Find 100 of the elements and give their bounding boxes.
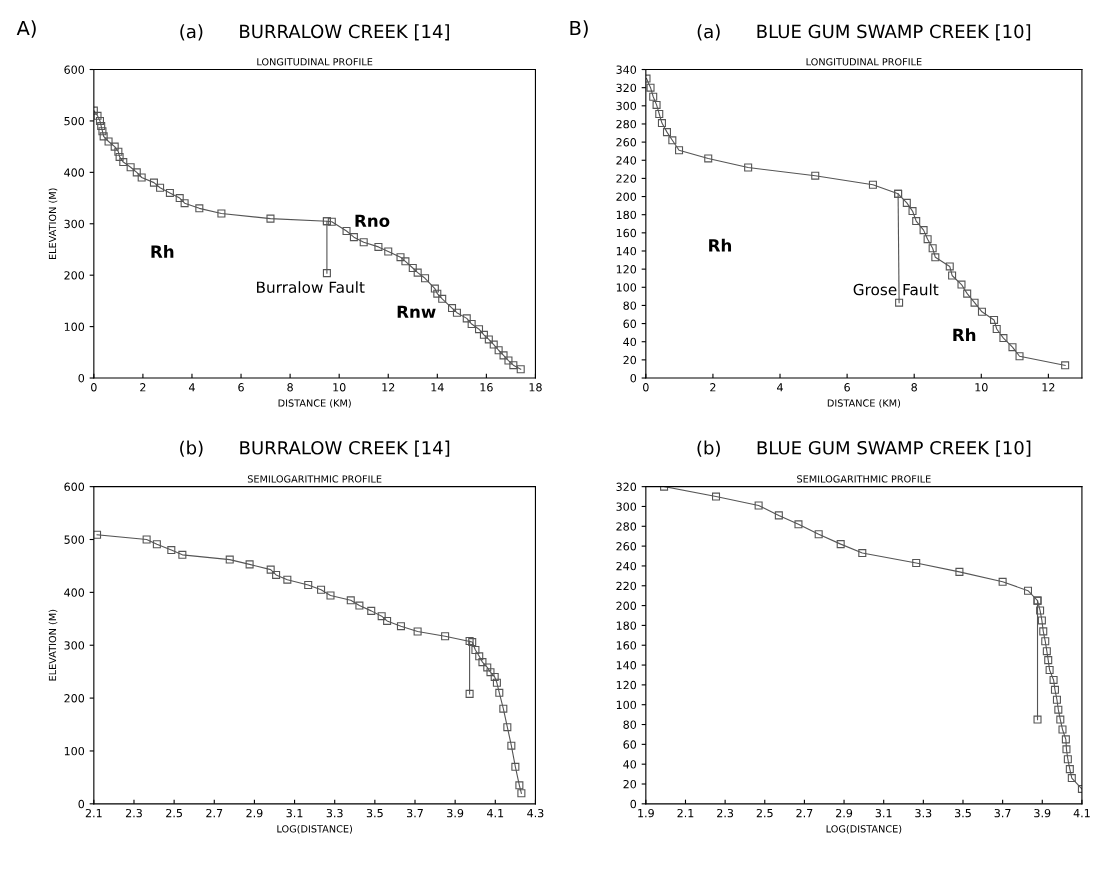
y-tick-label: 120	[616, 680, 637, 690]
x-tick-label: 2	[710, 383, 716, 392]
y-tick-label: 320	[616, 83, 637, 93]
y-tick-label: 600	[64, 482, 85, 492]
x-axis-title: LOG(DISTANCE)	[277, 825, 352, 834]
y-tick-label: 100	[64, 746, 85, 756]
x-tick-label: 6	[844, 383, 850, 392]
x-tick-label: 6	[238, 383, 244, 392]
y-tick-label: 400	[64, 588, 85, 597]
y-tick-label: 200	[616, 601, 637, 610]
x-tick-label: 2.3	[125, 808, 142, 818]
y-tick-label: 200	[64, 271, 85, 280]
y-tick-label: 60	[623, 319, 637, 328]
y-tick-label: 260	[616, 138, 637, 147]
y-tick-label: 600	[64, 65, 85, 74]
x-tick-label: 3.3	[915, 808, 932, 818]
x-tick-label: 12	[382, 383, 395, 392]
chart-subtitle: LONGITUDINAL PROFILE	[257, 58, 373, 66]
y-tick-label: 20	[623, 779, 637, 789]
chart-title: (b) BLUE GUM SWAMP CREEK [10]	[697, 440, 1031, 457]
y-tick-label: 160	[616, 228, 637, 238]
x-tick-label: 0	[643, 383, 649, 392]
y-tick-label: 240	[616, 156, 637, 165]
y-tick-label: 20	[623, 355, 637, 365]
y-tick-label: 260	[616, 542, 637, 551]
chart-title: (b) BURRALOW CREEK [14]	[180, 440, 450, 457]
y-tick-label: 180	[616, 621, 637, 630]
chart-subtitle: LONGITUDINAL PROFILE	[806, 58, 922, 66]
y-tick-label: 40	[623, 337, 637, 347]
annotation: Rh	[151, 245, 174, 258]
x-tick-label: 4.1	[487, 809, 504, 818]
y-tick-label: 300	[616, 101, 637, 111]
y-tick-label: 340	[616, 65, 637, 74]
y-axis-title: ELEVATION (M)	[48, 609, 58, 681]
x-tick-label: 2.5	[166, 808, 182, 818]
x-tick-label: 4.3	[527, 808, 544, 818]
x-tick-label: 12	[1042, 383, 1055, 392]
x-tick-label: 2.1	[85, 808, 102, 818]
y-tick-label: 200	[616, 192, 637, 201]
x-tick-label: 14	[431, 383, 444, 392]
x-tick-label: 3.5	[366, 808, 383, 818]
annotation: Grose Fault	[853, 283, 939, 296]
y-tick-label: 240	[616, 561, 637, 571]
annotation: Rnw	[397, 305, 436, 318]
x-tick-label: 2.7	[206, 808, 223, 818]
y-tick-label: 120	[616, 265, 637, 274]
x-tick-label: 2.1	[677, 808, 694, 818]
y-tick-label: 0	[630, 799, 637, 809]
x-tick-label: 3.9	[1034, 808, 1051, 818]
y-tick-label: 500	[64, 116, 85, 126]
y-tick-label: 40	[623, 760, 637, 769]
x-tick-label: 3.7	[407, 808, 423, 818]
y-tick-label: 300	[64, 641, 85, 650]
y-tick-label: 300	[616, 502, 637, 511]
chart-title: (a) BLUE GUM SWAMP CREEK [10]	[697, 24, 1031, 41]
y-tick-label: 400	[64, 168, 85, 177]
annotation: Rno	[355, 214, 390, 228]
y-tick-label: 220	[616, 581, 637, 591]
y-tick-label: 280	[616, 522, 637, 531]
x-tick-label: 1.9	[638, 808, 654, 818]
y-tick-label: 80	[623, 301, 637, 310]
x-tick-label: 2.3	[717, 808, 734, 818]
x-axis-title: DISTANCE (KM)	[278, 399, 351, 408]
x-tick-label: 16	[480, 383, 493, 392]
y-tick-label: 0	[78, 799, 85, 809]
x-axis-title: LOG(DISTANCE)	[826, 825, 902, 834]
y-tick-label: 300	[64, 219, 85, 229]
y-tick-label: 200	[64, 694, 85, 703]
chart-title: (a) BURRALOW CREEK [14]	[180, 24, 449, 41]
x-tick-label: 2.9	[246, 808, 263, 818]
x-tick-label: 4.1	[1073, 809, 1090, 818]
y-tick-label: 0	[630, 373, 637, 383]
x-tick-label: 10	[975, 383, 988, 392]
y-tick-label: 280	[616, 119, 637, 129]
x-tick-label: 10	[333, 383, 346, 392]
annotation: Burralow Fault	[257, 281, 365, 293]
x-tick-label: 4	[777, 383, 783, 392]
x-tick-label: 2.7	[796, 808, 813, 818]
y-tick-label: 80	[623, 720, 637, 729]
x-tick-label: 3.7	[994, 808, 1011, 818]
x-tick-label: 2.9	[836, 808, 853, 818]
y-tick-label: 160	[616, 641, 637, 650]
x-tick-label: 3.1	[875, 808, 892, 818]
x-tick-label: 3.5	[955, 808, 971, 818]
x-tick-label: 8	[287, 383, 293, 392]
x-tick-label: 2	[140, 383, 146, 392]
x-tick-label: 0	[91, 383, 97, 392]
x-tick-label: 8	[911, 383, 917, 392]
x-tick-label: 4	[188, 383, 195, 392]
x-tick-label: 18	[529, 383, 542, 392]
y-tick-label: 140	[616, 246, 637, 256]
x-tick-label: 3.3	[326, 808, 343, 818]
text: B)	[570, 20, 588, 38]
y-axis-title: ELEVATION (M)	[48, 188, 58, 260]
x-tick-label: 3.1	[286, 808, 303, 818]
y-tick-label: 500	[64, 535, 85, 544]
chart-subtitle: SEMILOGARITHMIC PROFILE	[797, 475, 931, 483]
y-tick-label: 140	[616, 661, 637, 670]
annotation: Rh	[709, 238, 732, 252]
text: A)	[16, 20, 36, 38]
